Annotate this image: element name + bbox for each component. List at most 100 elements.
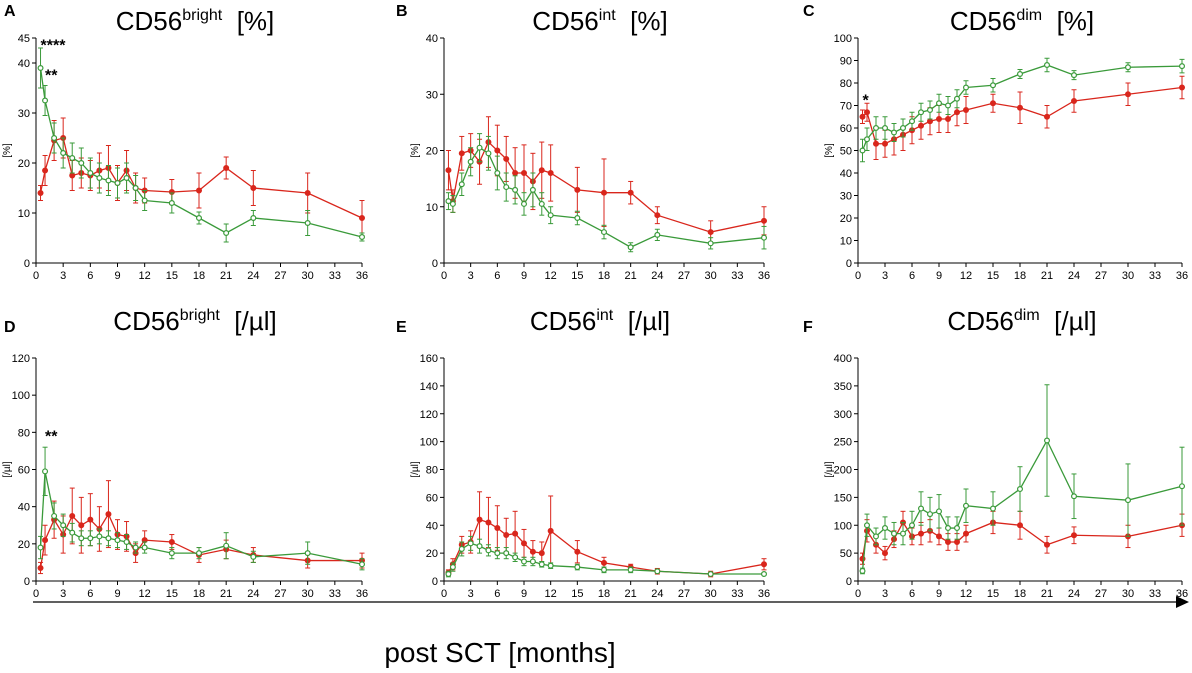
series-red — [37, 480, 366, 575]
data-point — [105, 177, 112, 184]
x-tick-label: 33 — [329, 588, 341, 600]
y-tick-label: 160 — [420, 353, 438, 365]
chart-title: CD56bright [/µl] — [113, 306, 276, 336]
y-tick-label: 300 — [834, 409, 852, 421]
data-point — [529, 548, 536, 555]
y-axis-label: [/µl] — [410, 461, 421, 478]
x-tick-label: 21 — [625, 588, 637, 600]
data-point — [538, 550, 545, 557]
x-tick-label: 21 — [220, 270, 232, 282]
data-point — [863, 109, 870, 116]
data-point — [168, 200, 175, 207]
x-tick-label: 12 — [545, 270, 557, 282]
data-point — [458, 545, 465, 552]
x-tick-label: 21 — [1041, 588, 1053, 600]
data-point — [485, 519, 492, 526]
y-tick-label: 20 — [18, 158, 30, 170]
data-point — [476, 516, 483, 523]
data-point — [859, 567, 866, 574]
data-point — [926, 106, 933, 113]
data-point — [872, 533, 879, 540]
y-tick-label: 400 — [834, 353, 852, 365]
y-tick-label: 30 — [18, 108, 30, 120]
data-point — [78, 160, 85, 167]
data-point — [60, 522, 67, 529]
series-red — [859, 510, 1185, 565]
data-point — [304, 550, 311, 557]
x-tick-label: 36 — [356, 588, 368, 600]
data-point — [547, 212, 554, 219]
y-tick-label: 0 — [846, 258, 852, 270]
x-tick-label: 18 — [1014, 588, 1026, 600]
significance-marker: * — [863, 93, 870, 110]
x-tick-label: 36 — [758, 270, 770, 282]
data-point — [962, 530, 969, 537]
data-point — [304, 190, 311, 197]
data-point — [1178, 63, 1185, 70]
x-tick-label: 9 — [521, 270, 527, 282]
data-point — [503, 532, 510, 539]
data-point — [707, 229, 714, 236]
data-point — [944, 115, 951, 122]
data-point — [547, 562, 554, 569]
data-point — [574, 548, 581, 555]
data-point — [627, 189, 634, 196]
data-point — [760, 571, 767, 578]
x-tick-label: 24 — [247, 270, 259, 282]
panel-letter: E — [396, 319, 407, 336]
data-point — [250, 215, 257, 222]
data-point — [449, 564, 456, 571]
significance-marker: ** — [45, 429, 58, 446]
y-tick-label: 20 — [426, 548, 438, 560]
title-base: CD56 — [113, 306, 179, 336]
x-tick-label: 3 — [60, 588, 66, 600]
x-tick-label: 18 — [1014, 270, 1026, 282]
data-point — [1124, 64, 1131, 71]
data-point — [627, 566, 634, 573]
x-tick-label: 0 — [33, 588, 39, 600]
x-tick-label: 27 — [678, 270, 690, 282]
x-tick-label: 30 — [1122, 270, 1134, 282]
y-tick-label: 40 — [426, 33, 438, 45]
data-point — [547, 170, 554, 177]
data-point — [890, 530, 897, 537]
data-point — [917, 505, 924, 512]
data-point — [503, 550, 510, 557]
data-point — [449, 200, 456, 207]
x-tick-label: 9 — [936, 588, 942, 600]
x-tick-label: 15 — [166, 588, 178, 600]
x-tick-label: 9 — [936, 270, 942, 282]
data-point — [51, 512, 58, 519]
x-tick-label: 36 — [1176, 270, 1188, 282]
y-tick-label: 45 — [18, 33, 30, 45]
y-tick-label: 80 — [18, 427, 30, 439]
data-point — [512, 530, 519, 537]
x-tick-label: 18 — [598, 588, 610, 600]
data-point — [547, 527, 554, 534]
data-point — [908, 118, 915, 125]
data-point — [359, 215, 366, 222]
x-tick-label: 33 — [1149, 588, 1161, 600]
data-point — [87, 516, 94, 523]
data-point — [899, 124, 906, 131]
x-tick-label: 30 — [302, 270, 314, 282]
title-sup: bright — [180, 307, 221, 324]
data-point — [1016, 70, 1023, 77]
data-point — [476, 144, 483, 151]
title-sup: dim — [1016, 7, 1042, 24]
data-point — [512, 186, 519, 193]
data-point — [935, 508, 942, 515]
x-tick-label: 27 — [1095, 270, 1107, 282]
y-tick-label: 30 — [840, 191, 852, 203]
y-tick-label: 40 — [426, 520, 438, 532]
series-green — [445, 133, 767, 253]
data-point — [60, 150, 67, 157]
y-tick-label: 10 — [840, 236, 852, 248]
y-tick-label: 20 — [18, 539, 30, 551]
data-point — [1178, 483, 1185, 490]
data-point — [600, 566, 607, 573]
data-point — [1070, 72, 1077, 79]
